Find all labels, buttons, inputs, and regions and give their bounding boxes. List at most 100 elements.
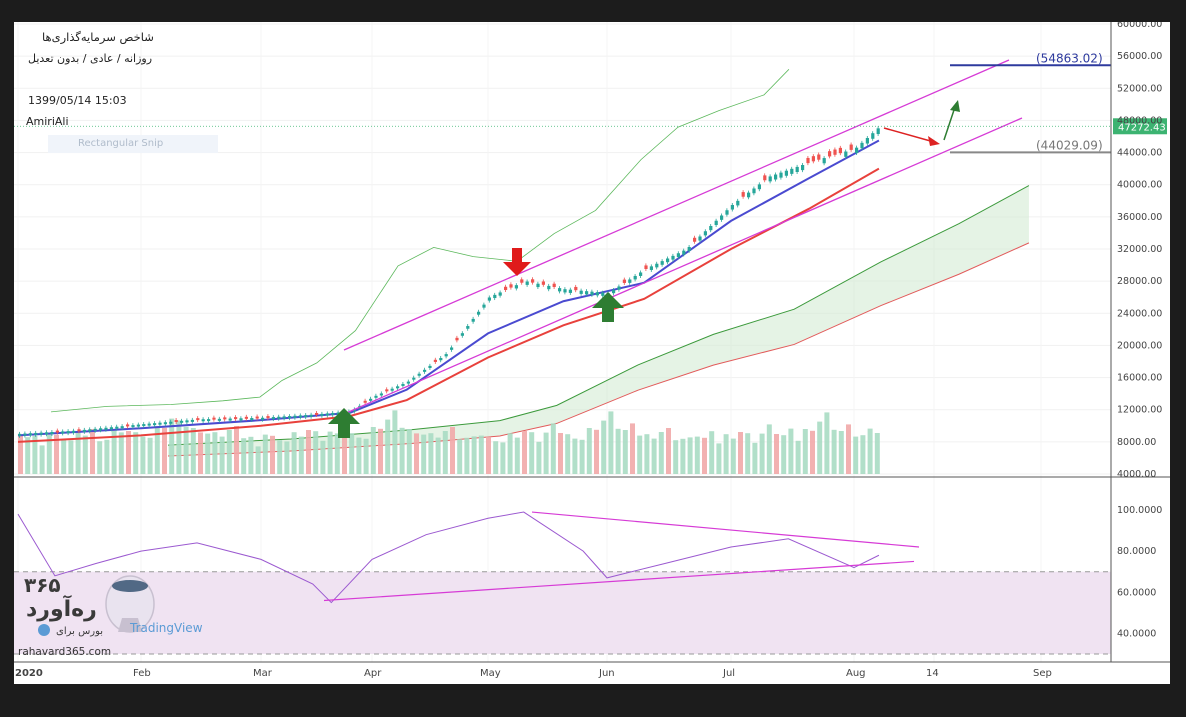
candle (304, 415, 308, 418)
candle (250, 418, 254, 421)
volume-bar (32, 435, 38, 474)
candle (757, 184, 761, 190)
candle (471, 318, 475, 322)
volume-bar (824, 412, 830, 474)
candle (693, 237, 697, 242)
volume-bar (766, 424, 772, 474)
volume-bar (637, 435, 643, 474)
candle (455, 337, 459, 341)
last-price-tag (1113, 118, 1167, 135)
candle (363, 400, 367, 403)
candle (720, 215, 724, 220)
candle (563, 289, 567, 293)
candle (725, 210, 729, 215)
candle (158, 422, 162, 425)
volume-bar (212, 432, 218, 474)
lagging-span (50, 69, 790, 413)
volume-bar (54, 434, 59, 474)
candle (671, 255, 675, 260)
candle (423, 369, 427, 372)
candle (66, 431, 70, 434)
candle (509, 284, 513, 288)
volume-bar (493, 441, 499, 474)
candle (126, 424, 130, 427)
candle (698, 236, 702, 241)
rsi-trend-upper (531, 511, 920, 548)
site-url[interactable]: rahavard365.com (18, 646, 112, 658)
volume-bar (104, 439, 110, 474)
volume-bar (46, 433, 52, 474)
y-tick-label: 40000.00 (1117, 180, 1162, 191)
x-tick-label: 2020 (15, 668, 43, 679)
volume-bar (630, 423, 635, 474)
price-chart[interactable]: (54863.02) (44029.09) 47272.43 60000.00 560… (14, 22, 1170, 684)
volume-bar (536, 441, 542, 474)
ma-fast-line (17, 139, 880, 437)
candle (730, 204, 734, 210)
candle (741, 192, 745, 197)
candle (45, 432, 49, 435)
candle (590, 291, 594, 295)
volume-bar (673, 440, 679, 474)
candle (277, 416, 281, 419)
chart-title: شاخص سرمایه‌گذاری‌ها (42, 30, 154, 44)
brand-tagline: بورس برای (56, 626, 103, 637)
rsi-tick-label: 80.0000 (1117, 546, 1156, 557)
volume-bar (608, 411, 614, 474)
candle (18, 433, 22, 436)
candle (531, 279, 535, 283)
candle (396, 386, 400, 389)
support-label: (44029.09) (1036, 138, 1103, 152)
candle (487, 297, 491, 301)
chart-author: AmiriAli (26, 115, 69, 128)
volume-bar (817, 421, 823, 474)
candle (865, 138, 869, 144)
volume-bar (795, 440, 801, 474)
candle (115, 426, 119, 429)
candle (838, 147, 842, 154)
candle (644, 265, 648, 269)
candle (142, 424, 146, 427)
x-tick-label: Mar (253, 668, 273, 679)
volume-bar (831, 429, 837, 474)
volume-bar (471, 436, 477, 474)
candle (595, 292, 599, 296)
volume-bar (356, 437, 362, 474)
candle (61, 431, 65, 434)
candle (790, 168, 794, 174)
tradingview-watermark: TradingView (130, 621, 203, 635)
rsi-tick-label: 60.0000 (1117, 587, 1156, 598)
volume-bar (342, 432, 347, 474)
candle (72, 430, 76, 433)
y-tick-label: 4000.00 (1117, 469, 1156, 480)
volume-bar (788, 428, 794, 474)
y-tick-label: 8000.00 (1117, 437, 1156, 448)
candle (450, 347, 454, 350)
candle (779, 172, 783, 178)
rsi-band (14, 571, 1111, 654)
candle (196, 418, 200, 421)
volume-bar (730, 438, 736, 474)
volume-bar (291, 432, 297, 474)
candle (498, 292, 502, 296)
candle (331, 412, 335, 415)
candle (736, 200, 740, 206)
volume-bar (478, 435, 484, 474)
volume-bar (687, 437, 693, 474)
candle (293, 415, 297, 418)
candle (288, 416, 292, 419)
volume-bar (838, 431, 844, 474)
candle (601, 292, 605, 296)
candle (163, 422, 167, 425)
volume-bar (298, 436, 304, 474)
chart-frame[interactable]: (54863.02) (44029.09) 47272.43 60000.00 560… (14, 22, 1170, 684)
volume-bar (709, 431, 715, 474)
volume-bar (522, 431, 527, 474)
candle (379, 393, 383, 396)
volume-bar (594, 429, 599, 474)
x-tick-label: Jul (722, 668, 735, 679)
volume-bar (428, 433, 434, 474)
candle (34, 432, 38, 435)
volume-bar (442, 431, 448, 474)
candle (860, 142, 864, 149)
